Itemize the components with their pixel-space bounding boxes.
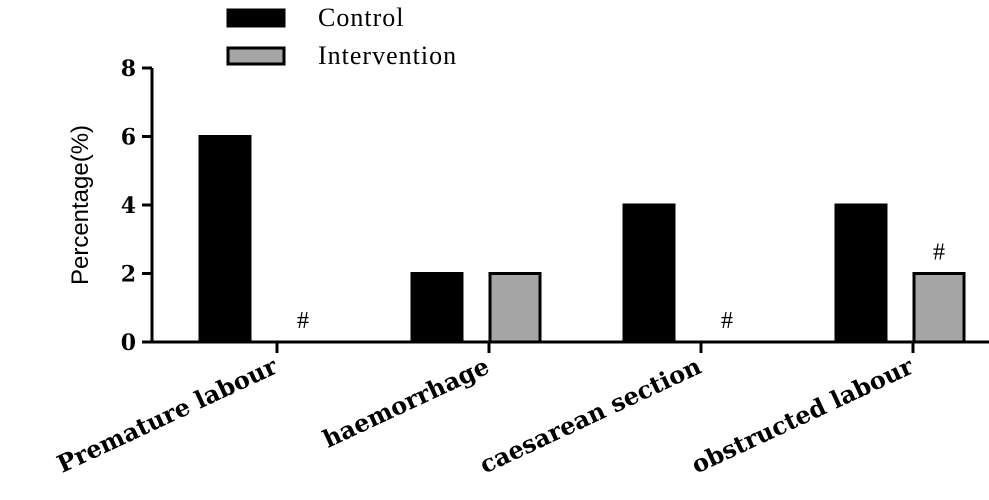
y-tick-label: 6 [121,125,136,151]
x-tick-label: obstructed labour [687,351,918,479]
legend-swatch-control [226,8,286,28]
bar-control-1 [198,135,252,344]
bar-control-2 [410,272,464,344]
y-tick-label: 8 [121,56,136,82]
significance-annotation: # [721,308,733,334]
y-axis-label: Percentage(%) [67,125,94,285]
bar-intervention-2 [488,272,542,344]
bar-control-3 [622,203,676,344]
bars [198,135,966,344]
x-tick-label: caesarean section [475,351,706,479]
y-tick-label: 4 [121,193,136,219]
x-tick-label: haemorrhage [318,351,493,453]
bar-control-4 [834,203,888,344]
legend-label-control: Control [318,3,404,32]
bar-intervention-4 [912,272,966,344]
x-tick-label: Premature labour [52,351,281,479]
y-tick-label: 0 [121,330,136,356]
significance-annotation: # [933,240,945,266]
legend-label-intervention: Intervention [318,41,457,70]
y-tick-label: 2 [121,262,136,288]
annotations: # # # [297,240,945,335]
legend: Control Intervention [226,3,457,70]
legend-swatch-intervention [226,46,286,66]
significance-annotation: # [297,308,309,334]
